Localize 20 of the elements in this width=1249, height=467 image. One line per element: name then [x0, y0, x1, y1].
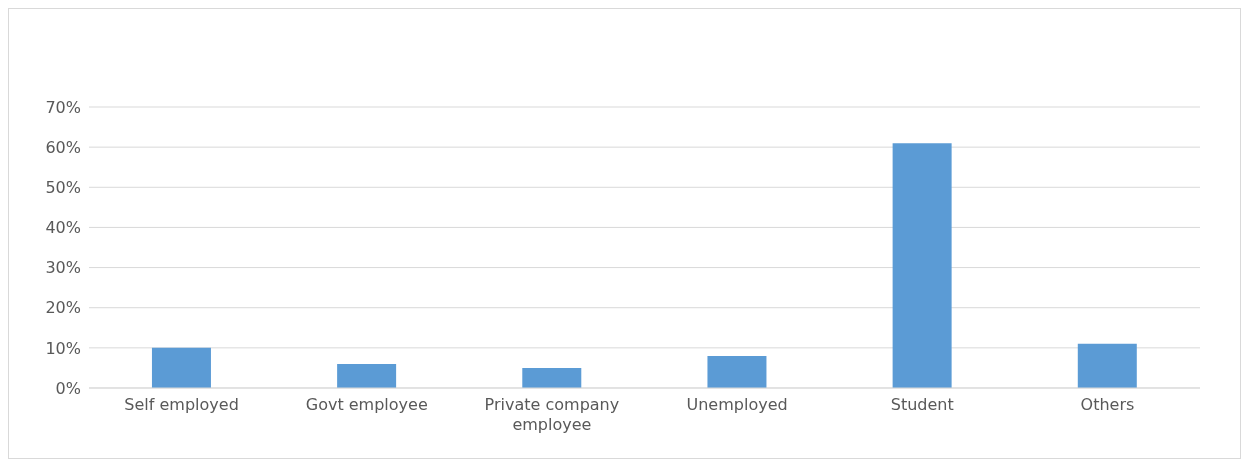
y-tick-label: 60%: [45, 137, 81, 157]
x-tick-label: Others: [1080, 395, 1135, 414]
bar: [892, 143, 952, 388]
x-tick-label: Self employed: [124, 395, 239, 414]
x-tick-label: Private company employee: [484, 395, 620, 434]
x-tick-label: Govt employee: [305, 395, 428, 414]
bar: [337, 363, 397, 388]
bar: [522, 367, 582, 388]
bar: [1077, 343, 1137, 388]
bar: [707, 355, 767, 388]
y-tick-label: 30%: [45, 258, 81, 278]
y-tick-label: 0%: [55, 378, 81, 398]
y-tick-label: 20%: [45, 298, 81, 318]
y-tick-label: 40%: [45, 218, 81, 238]
y-tick-label: 50%: [45, 177, 81, 197]
y-tick-label: 70%: [45, 97, 81, 117]
y-tick-label: 10%: [45, 338, 81, 358]
bar: [151, 347, 211, 388]
x-tick-label: Unemployed: [686, 395, 788, 414]
x-tick-label: Student: [890, 395, 954, 414]
